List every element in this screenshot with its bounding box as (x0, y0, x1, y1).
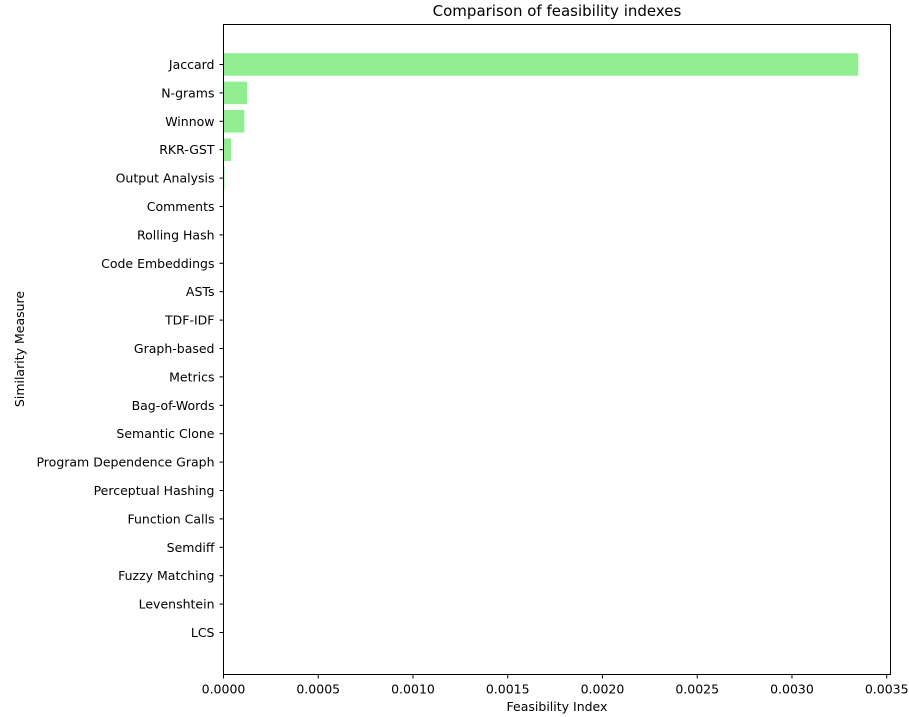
x-tick-label: 0.0010 (391, 682, 435, 697)
y-tick-label: Graph-based (134, 341, 215, 356)
y-tick-label: N-grams (161, 85, 214, 100)
y-tick-label: Semantic Clone (116, 426, 214, 441)
x-axis-label: Feasibility Index (507, 699, 608, 714)
y-axis-label: Similarity Measure (12, 291, 27, 408)
chart-title: Comparison of feasibility indexes (433, 2, 682, 20)
x-tick-label: 0.0005 (296, 682, 340, 697)
bar (223, 53, 859, 76)
y-tick-label: Program Dependence Graph (36, 455, 214, 470)
plot-frame (223, 24, 891, 675)
y-tick-label: RKR-GST (159, 142, 215, 157)
x-tick-label: 0.0000 (202, 682, 246, 697)
y-tick-label: Metrics (169, 369, 214, 384)
bar (223, 110, 245, 133)
y-tick-label: Perceptual Hashing (94, 483, 215, 498)
y-tick-label: TDF-IDF (164, 313, 214, 328)
x-tick-label: 0.0035 (865, 682, 909, 697)
y-tick-label: Output Analysis (116, 171, 215, 186)
y-tick-label: Levenshtein (139, 597, 215, 612)
y-tick-label: Comments (147, 199, 215, 214)
y-tick-label: ASTs (186, 284, 215, 299)
y-tick-label: Bag-of-Words (132, 398, 215, 413)
bar (223, 81, 248, 105)
x-tick-label: 0.0030 (770, 682, 814, 697)
y-tick-label: Semdiff (167, 540, 215, 555)
y-tick-label: Fuzzy Matching (118, 568, 214, 583)
y-tick-label: Code Embeddings (101, 256, 214, 271)
y-tick-label: Rolling Hash (137, 227, 215, 242)
bars-group (223, 53, 859, 190)
y-ticks-group: Jaccard N-grams Winnow RKR-GST Output Analys… (36, 57, 224, 640)
x-tick-label: 0.0025 (675, 682, 719, 697)
x-tick-label: 0.0015 (486, 682, 530, 697)
y-tick-label: Jaccard (168, 57, 215, 72)
x-ticks-group: 0.0000 0.0005 0.0010 0.0015 0.0020 0.0025 0.00… (202, 674, 909, 697)
y-tick-label: LCS (191, 625, 215, 640)
y-tick-label: Function Calls (128, 511, 215, 526)
y-tick-label: Winnow (165, 114, 214, 129)
bar (223, 138, 232, 161)
x-tick-label: 0.0020 (581, 682, 625, 697)
